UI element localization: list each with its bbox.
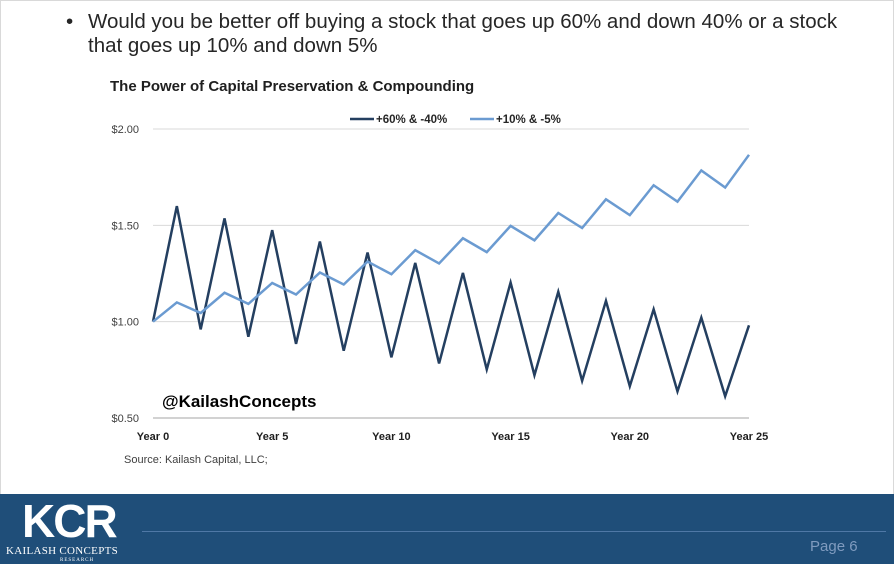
company-logo: KCR bbox=[22, 495, 118, 547]
x-tick-label: Year 20 bbox=[611, 431, 650, 443]
y-tick-label: $1.50 bbox=[111, 220, 139, 232]
bullet-text: Would you be better off buying a stock t… bbox=[88, 10, 838, 57]
bullet-marker: • bbox=[66, 10, 74, 33]
x-tick-label: Year 25 bbox=[730, 431, 769, 443]
legend-label: +10% & -5% bbox=[496, 114, 561, 126]
y-tick-label: $1.00 bbox=[111, 317, 139, 329]
footer-bar: KCR KAILASH CONCEPTS RESEARCH Page 6 bbox=[0, 494, 894, 564]
legend-label: +60% & -40% bbox=[376, 114, 447, 126]
x-tick-label: Year 10 bbox=[372, 431, 411, 443]
x-tick-label: Year 15 bbox=[491, 431, 530, 443]
footer-rule bbox=[142, 531, 886, 532]
handle-annotation: @KailashConcepts bbox=[162, 392, 317, 411]
company-subtitle: RESEARCH bbox=[60, 558, 95, 563]
page-number: Page 6 bbox=[810, 538, 858, 555]
chart-source: Source: Kailash Capital, LLC; bbox=[124, 454, 268, 466]
chart-title: The Power of Capital Preservation & Comp… bbox=[110, 78, 475, 95]
y-tick-label: $0.50 bbox=[111, 413, 139, 425]
y-tick-label: $2.00 bbox=[111, 124, 139, 136]
bullet-point: • Would you be better off buying a stock… bbox=[66, 10, 866, 58]
series-line bbox=[152, 154, 751, 323]
x-tick-label: Year 5 bbox=[256, 431, 288, 443]
company-name: KAILASH CONCEPTS bbox=[6, 545, 119, 557]
series-line bbox=[151, 205, 751, 401]
x-tick-label: Year 0 bbox=[137, 431, 169, 443]
line-chart: $0.50 $1.00 $1.50 $2.00 Year 0 Year 5 Year 10 Y… bbox=[111, 114, 769, 443]
